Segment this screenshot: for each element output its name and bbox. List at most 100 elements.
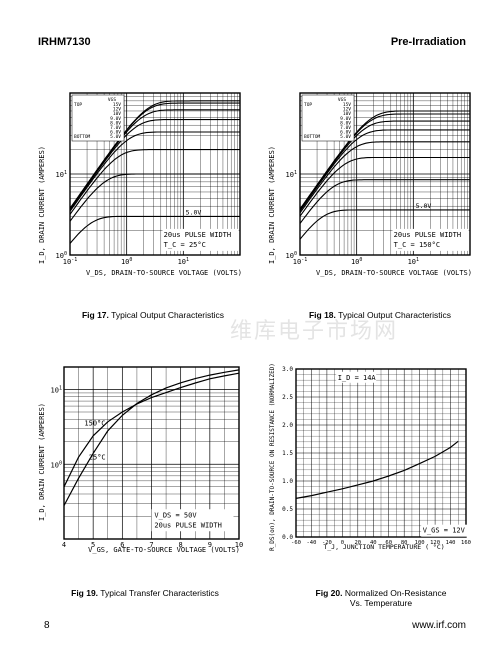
fig20-ytick-label: 1.0 [282, 478, 293, 485]
fig19-label-150c: 150°C [84, 419, 105, 427]
fig18-series-10V [299, 120, 470, 211]
fig18-caption: Fig 18. Typical Output Characteristics [265, 310, 495, 320]
fig18-caption-text: Typical Output Characteristics [338, 310, 452, 320]
fig19-xtick-label: 6 [120, 541, 124, 549]
fig18-ylabel: I_D, DRAIN CURRENT (AMPERES) [268, 146, 276, 264]
fig18-legend-value: 6.0V [340, 130, 351, 136]
fig18-xlabel: V_DS, DRAIN-TO-SOURCE VOLTAGE (VOLTS) [316, 269, 472, 277]
fig18-chart: I_D, DRAIN CURRENT (AMPERES) V_DS, DRAIN… [268, 92, 472, 277]
fig20-xtick-label: 140 [446, 540, 456, 546]
fig19-note-pulse: 20us PULSE WIDTH [154, 521, 221, 529]
part-number: IRHM7130 [38, 36, 91, 48]
fig17-series-8.0V [69, 131, 240, 212]
fig19-xtick-label: 9 [208, 541, 212, 549]
fig20-note-id-bg [336, 371, 377, 383]
fig18-xtick-label: 10-1 [293, 257, 307, 266]
fig19-label-25c: 25°C [89, 454, 106, 462]
fig18-legend-label: TOP [304, 102, 312, 108]
fig20-ytick-label: 0.0 [282, 534, 293, 541]
fig20-number: Fig 20. [315, 588, 343, 598]
fig20-xtick-label: -60 [291, 540, 301, 546]
fig18-legend-value: 7.0V [340, 125, 351, 131]
fig17-legend-label: BOTTOM [74, 134, 91, 140]
fig18-xtick-label: 101 [408, 257, 419, 266]
fig18-note-temp: T_C = 150°C [394, 241, 440, 249]
fig20-ylabel: R_DS(on), DRAIN-TO-SOURCE ON RESISTANCE … [269, 363, 276, 551]
fig20-xtick-label: 160 [461, 540, 471, 546]
fig17-ylabel: I_D, DRAIN CURRENT (AMPERES) [38, 146, 46, 264]
fig17-series-9.0V [69, 119, 240, 211]
fig19-xtick-label: 4 [62, 541, 66, 549]
fig18-legend-label: BOTTOM [304, 134, 321, 140]
fig19-xtick-label: 8 [179, 541, 183, 549]
fig20-note-id: I_D = 14A [338, 374, 377, 382]
fig19-xtick-label: 7 [149, 541, 153, 549]
fig18-legend-head: VGS [338, 97, 346, 103]
page-number: 8 [44, 620, 50, 631]
fig20-ytick-label: 2.0 [282, 422, 293, 429]
site-url: www.irf.com [412, 620, 466, 631]
fig19-xtick-label: 5 [91, 541, 95, 549]
fig18-series-5.0V [299, 209, 470, 240]
fig17-chart: I_D, DRAIN CURRENT (AMPERES) V_DS, DRAIN… [38, 92, 242, 277]
fig19-xlabel: V_GS, GATE-TO-SOURCE VOLTAGE (VOLTS) [88, 546, 240, 554]
fig18-legend-value: 5.0V [340, 134, 351, 140]
fig17-series-6.0V [69, 173, 240, 222]
fig17-legend-value: 6.0V [110, 130, 121, 136]
fig17-legend-value: 7.0V [110, 125, 121, 131]
fig20-plot-frame [295, 368, 467, 538]
fig17-legend-box [71, 94, 125, 142]
fig19-chart: I_D, DRAIN CURRENT (AMPERES) V_GS, GATE-… [38, 366, 243, 554]
fig19-ytick-label: 101 [51, 386, 62, 395]
fig18-legend-value: 8.0V [340, 120, 351, 126]
fig20-chart: R_DS(on), DRAIN-TO-SOURCE ON RESISTANCE … [269, 363, 471, 551]
fig19-caption-text: Typical Transfer Characteristics [100, 588, 219, 598]
fig20-xlabel: T_J, JUNCTION TEMPERATURE ( °C) [323, 543, 444, 551]
fig17-xtick-label: 100 [121, 257, 132, 266]
fig17-curve-label: 5.0V [186, 208, 202, 216]
fig17-series-7.0V [69, 149, 240, 215]
fig19-ylabel: I_D, DRAIN CURRENT (AMPERES) [38, 403, 46, 521]
fig20-caption: Fig 20. Normalized On-Resistance Vs. Tem… [266, 588, 496, 608]
fig17-ytick-label: 101 [56, 170, 67, 179]
fig20-ytick-label: 1.5 [282, 450, 293, 457]
fig20-xtick-label: 80 [401, 540, 408, 546]
fig17-legend-head: VGS [108, 97, 116, 103]
fig18-series-7.0V [299, 156, 470, 217]
fig20-xtick-label: 0 [341, 540, 344, 546]
fig17-legend-value: 10V [113, 111, 121, 117]
fig19-series-tj25 [63, 369, 240, 506]
fig19-plot-frame [63, 366, 240, 540]
fig17-caption: Fig 17. Typical Output Characteristics [38, 310, 268, 320]
fig17-ytick-label: 100 [56, 251, 67, 260]
fig17-xtick-label: 101 [178, 257, 189, 266]
fig18-number: Fig 18. [308, 310, 336, 320]
fig18-legend-box [301, 94, 355, 142]
fig17-legend-value: 15V [113, 102, 121, 108]
fig17-number: Fig 17. [81, 310, 109, 320]
fig19-series-tj150 [63, 372, 240, 488]
fig17-legend-label: TOP [74, 102, 82, 108]
fig17-series-10V [69, 109, 240, 210]
fig18-legend-value: 9.0V [340, 116, 351, 122]
fig17-xlabel: V_DS, DRAIN-TO-SOURCE VOLTAGE (VOLTS) [86, 269, 242, 277]
fig17-legend-value: 12V [113, 107, 121, 113]
fig18-curve-label: 5.0V [416, 202, 432, 210]
fig19-ytick-label: 100 [51, 460, 62, 469]
fig17-legend-value: 9.0V [110, 116, 121, 122]
fig20-ytick-label: 0.5 [282, 506, 293, 513]
fig20-caption-text: Normalized On-Resistance [344, 588, 447, 598]
fig20-ytick-label: 3.0 [282, 366, 293, 373]
fig18-note-pulse: 20us PULSE WIDTH [394, 231, 461, 239]
fig18-series-8.0V [299, 141, 470, 214]
fig17-legend-value: 5.0V [110, 134, 121, 140]
fig20-note-vgs: V_GS = 12V [423, 527, 466, 535]
fig18-note-bg [392, 228, 469, 251]
watermark: 维库电子市场网 [230, 319, 399, 344]
fig19-note-vds: V_DS = 50V [154, 511, 197, 519]
fig17-note-bg [162, 228, 239, 251]
fig18-series-9.0V [299, 129, 470, 212]
fig17-caption-text: Typical Output Characteristics [111, 310, 225, 320]
fig20-note-vgs-bg [421, 524, 468, 537]
fig20-ytick-label: 2.5 [282, 394, 293, 401]
